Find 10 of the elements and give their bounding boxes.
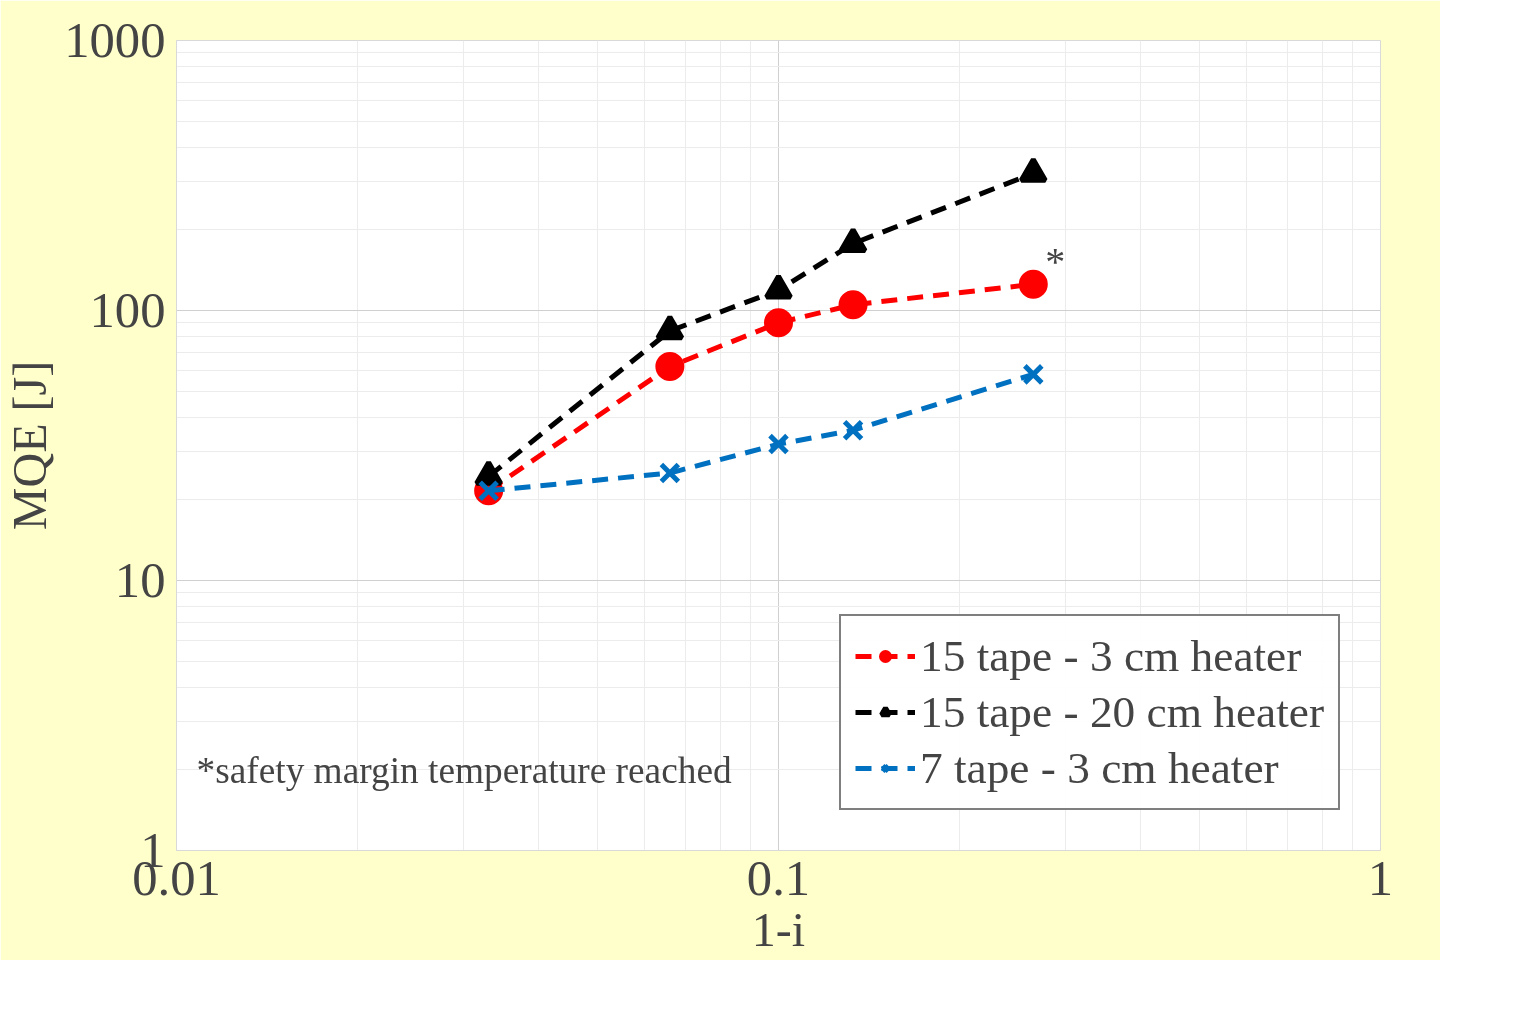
legend-label: 15 tape - 3 cm heater: [920, 630, 1302, 682]
legend-label: 7 tape - 3 cm heater: [920, 742, 1279, 794]
y-axis-title: MQE [J]: [3, 360, 57, 531]
annotation: *safety margin temperature reached: [196, 749, 732, 791]
annotation: *: [1045, 239, 1066, 285]
y-tick-label: 10: [114, 552, 166, 608]
y-tick-label: 100: [89, 282, 166, 338]
x-tick-label: 1: [1367, 849, 1394, 906]
legend-label: 15 tape - 20 cm heater: [920, 686, 1324, 738]
y-tick-label: 1000: [64, 12, 166, 68]
